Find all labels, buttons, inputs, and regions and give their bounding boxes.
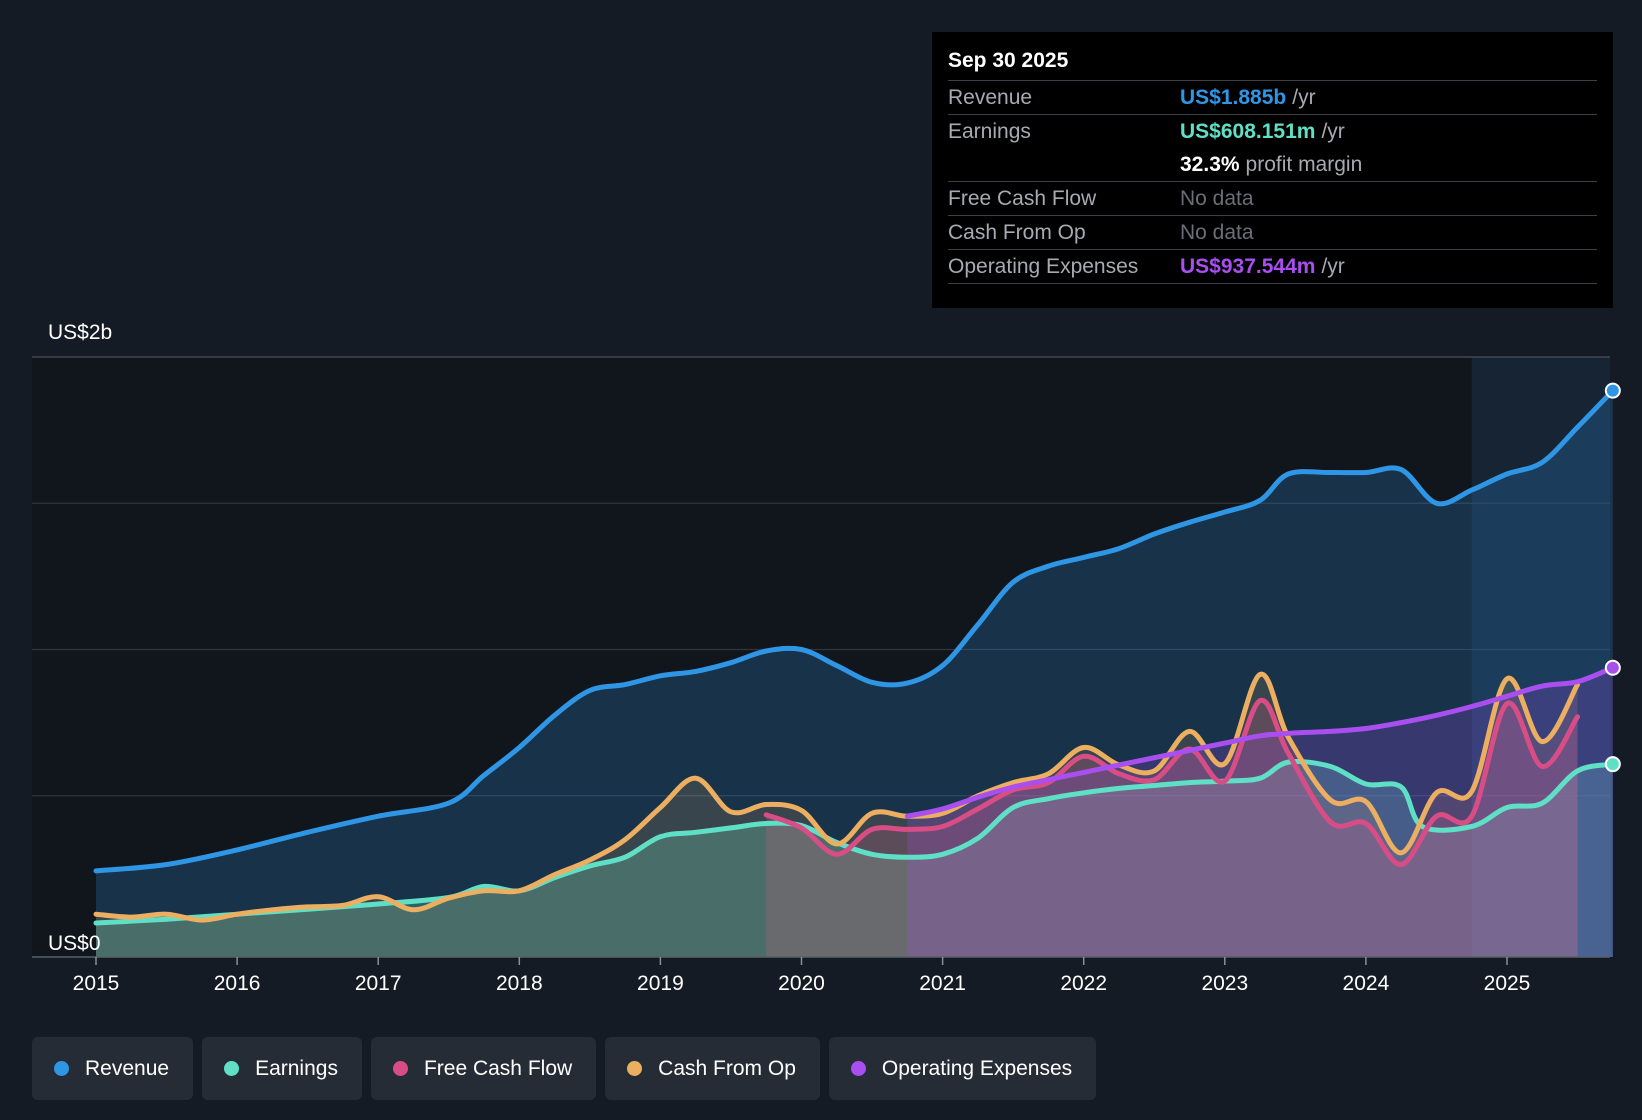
tooltip-value-fcf: No data [1180,186,1254,210]
tooltip-row-margin: 32.3% profit margin [948,148,1597,181]
endpoint-operating-expenses [1604,659,1621,676]
tooltip-value-margin: 32.3% [1180,152,1240,176]
line-free-cash-flow [763,698,1580,867]
tooltip-row-earnings: Earnings US$608.151m /yr [948,114,1597,148]
tooltip-value-opex: US$937.544m [1180,254,1316,278]
line-earnings [93,758,1616,926]
tooltip-value-cfo: No data [1180,220,1254,244]
y-axis-labels: US$2b US$0 [48,321,112,955]
area-revenue [96,390,1613,958]
x-tick-label: 2022 [1060,972,1107,995]
x-tick-label: 2023 [1201,972,1248,995]
y-axis-label: US$2b [48,321,112,344]
tooltip-panel: Sep 30 2025 Revenue US$1.885b /yr Earnin… [932,32,1613,308]
operating-expenses-dot-icon [850,1061,866,1076]
legend-item-revenue[interactable]: Revenue [32,1037,194,1100]
x-tick-label: 2015 [73,972,120,995]
free-cash-flow-dot-icon [392,1061,408,1076]
line-revenue [93,388,1616,874]
earnings-dot-icon [224,1061,240,1076]
tooltip-row-revenue: Revenue US$1.885b /yr [948,80,1597,114]
tooltip-date: Sep 30 2025 [948,49,1069,72]
endpoint-revenue [1604,382,1621,399]
x-tick-label: 2025 [1484,972,1531,995]
tooltip-unit-margin: profit margin [1245,152,1363,176]
x-tick-label: 2016 [214,972,261,995]
legend-label-revenue: Revenue [85,1056,170,1080]
area-free-cash-flow [766,700,1578,957]
x-tick-label: 2017 [355,972,402,995]
legend-item-free-cash-flow[interactable]: Free Cash Flow [370,1037,597,1100]
line-operating-expenses [904,665,1616,819]
forecast-band [1471,357,1610,957]
tooltip-label-cfo: Cash From Op [948,220,1086,244]
tooltip-label-fcf: Free Cash Flow [948,186,1097,210]
endpoint-earnings [1604,756,1621,773]
series-endpoints [1604,382,1621,773]
x-tick-label: 2019 [637,972,684,995]
series-lines [93,388,1616,926]
tooltip-label-opex: Operating Expenses [948,254,1139,278]
legend-item-operating-expenses[interactable]: Operating Expenses [828,1037,1097,1100]
series-areas [96,390,1613,958]
x-tick-label: 2021 [919,972,966,995]
area-cash-from-op [96,674,1578,957]
x-tick-label: 2020 [778,972,825,995]
legend-item-earnings[interactable]: Earnings [202,1037,362,1100]
tooltip-label-revenue: Revenue [948,85,1033,109]
tooltip-value-revenue: US$1.885b [1180,85,1287,109]
tooltip-label-earnings: Earnings [948,119,1031,143]
gridlines [32,356,1610,797]
x-tick-label: 2024 [1343,972,1390,995]
tooltip-unit-revenue: /yr [1292,85,1316,109]
tooltip-value-earnings: US$608.151m [1180,119,1316,143]
area-earnings [96,761,1613,957]
cash-from-op-dot-icon [627,1061,643,1076]
tooltip-row-opex: Operating Expenses US$937.544m /yr [948,249,1597,284]
legend-item-cash-from-op[interactable]: Cash From Op [605,1037,820,1100]
legend-label-earnings: Earnings [255,1056,338,1080]
legend-label-free-cash-flow: Free Cash Flow [423,1056,573,1080]
x-tick-label: 2018 [496,972,543,995]
legend-label-operating-expenses: Operating Expenses [881,1056,1073,1080]
chart: 2015 2016 2017 2018 2019 2020 2021 2022 2023 2024… [32,321,1621,995]
tooltip-unit-opex: /yr [1321,254,1345,278]
line-cash-from-op [93,671,1580,923]
x-axis-ticks: 2015 2016 2017 2018 2019 2020 2021 2022 2023 2024… [73,957,1531,995]
tooltip-row-cfo: Cash From Op No data [948,215,1597,249]
area-operating-expenses [907,667,1613,957]
legend-label-cash-from-op: Cash From Op [658,1056,796,1080]
revenue-dot-icon [54,1061,69,1076]
y-axis-label: US$0 [48,932,101,955]
legend: Revenue Earnings Free Cash Flow Cash Fro… [32,1037,1105,1100]
tooltip-row-fcf: Free Cash Flow No data [948,181,1597,215]
tooltip-unit-earnings: /yr [1321,119,1345,143]
